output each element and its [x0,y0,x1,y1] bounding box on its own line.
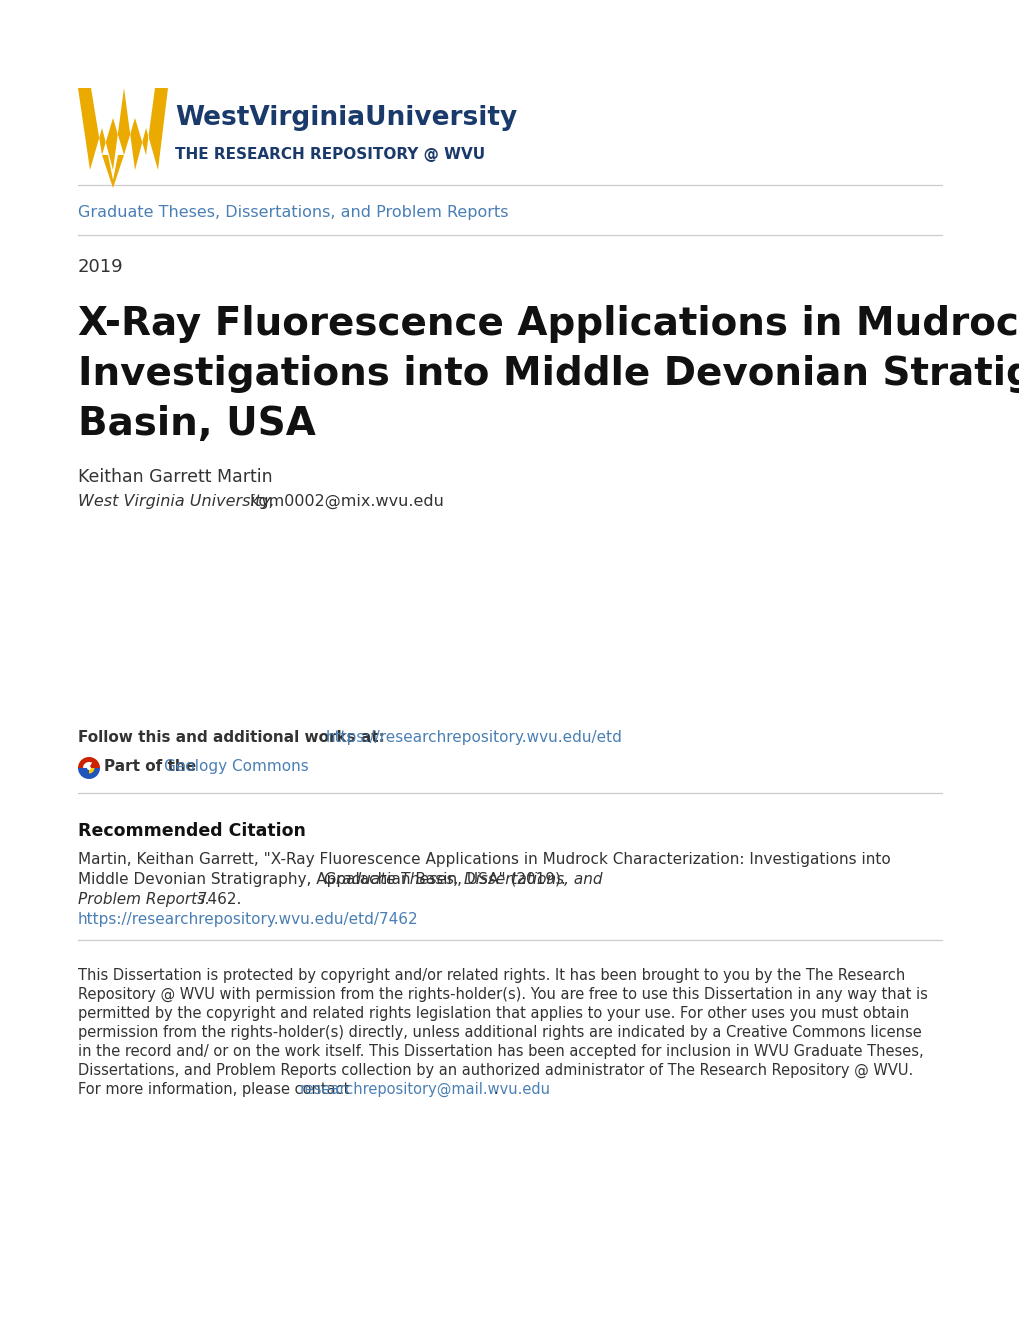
Text: researchrepository@mail.wvu.edu: researchrepository@mail.wvu.edu [300,1082,550,1097]
Text: Problem Reports.: Problem Reports. [77,892,210,907]
Text: kgm0002@mix.wvu.edu: kgm0002@mix.wvu.edu [250,494,444,510]
Text: X-Ray Fluorescence Applications in Mudrock Characterization:: X-Ray Fluorescence Applications in Mudro… [77,305,1019,343]
Text: Graduate Theses, Dissertations, and Problem Reports: Graduate Theses, Dissertations, and Prob… [77,205,508,220]
Wedge shape [89,768,95,774]
Text: Investigations into Middle Devonian Stratigraphy, Appalachian: Investigations into Middle Devonian Stra… [77,355,1019,393]
Text: in the record and/ or on the work itself. This Dissertation has been accepted fo: in the record and/ or on the work itself… [77,1044,923,1059]
Text: Recommended Citation: Recommended Citation [77,822,306,840]
Text: Geology Commons: Geology Commons [164,759,309,774]
Text: 2019: 2019 [77,257,123,276]
Text: West Virginia University,: West Virginia University, [77,494,279,510]
Circle shape [87,766,91,770]
Text: Dissertations, and Problem Reports collection by an authorized administrator of : Dissertations, and Problem Reports colle… [77,1063,912,1078]
Text: permission from the rights-holder(s) directly, unless additional rights are indi: permission from the rights-holder(s) dir… [77,1026,921,1040]
Text: For more information, please contact: For more information, please contact [77,1082,354,1097]
Text: permitted by the copyright and related rights legislation that applies to your u: permitted by the copyright and related r… [77,1006,908,1020]
Wedge shape [77,756,100,768]
Text: Repository @ WVU with permission from the rights-holder(s). You are free to use : Repository @ WVU with permission from th… [77,987,927,1002]
Text: WestVirginiaUniversity: WestVirginiaUniversity [175,106,517,131]
Text: https://researchrepository.wvu.edu/etd/7462: https://researchrepository.wvu.edu/etd/7… [77,912,418,927]
Text: Basin, USA: Basin, USA [77,405,316,444]
Text: .: . [492,1082,497,1097]
Text: Part of the: Part of the [104,759,201,774]
Text: This Dissertation is protected by copyright and/or related rights. It has been b: This Dissertation is protected by copyri… [77,968,905,983]
Polygon shape [77,88,168,170]
Text: Keithan Garrett Martin: Keithan Garrett Martin [77,469,272,486]
Polygon shape [102,154,124,187]
Text: 7462.: 7462. [193,892,242,907]
Text: Graduate Theses, Dissertations, and: Graduate Theses, Dissertations, and [324,873,602,887]
Text: https://researchrepository.wvu.edu/etd: https://researchrepository.wvu.edu/etd [326,730,623,744]
Text: Martin, Keithan Garrett, "X-Ray Fluorescence Applications in Mudrock Characteriz: Martin, Keithan Garrett, "X-Ray Fluoresc… [77,851,890,867]
Text: THE RESEARCH REPOSITORY @ WVU: THE RESEARCH REPOSITORY @ WVU [175,148,485,162]
Text: Follow this and additional works at:: Follow this and additional works at: [77,730,389,744]
Text: Middle Devonian Stratigraphy, Appalachian Basin, USA" (2019).: Middle Devonian Stratigraphy, Appalachia… [77,873,570,887]
Wedge shape [83,762,92,768]
Wedge shape [77,768,100,779]
